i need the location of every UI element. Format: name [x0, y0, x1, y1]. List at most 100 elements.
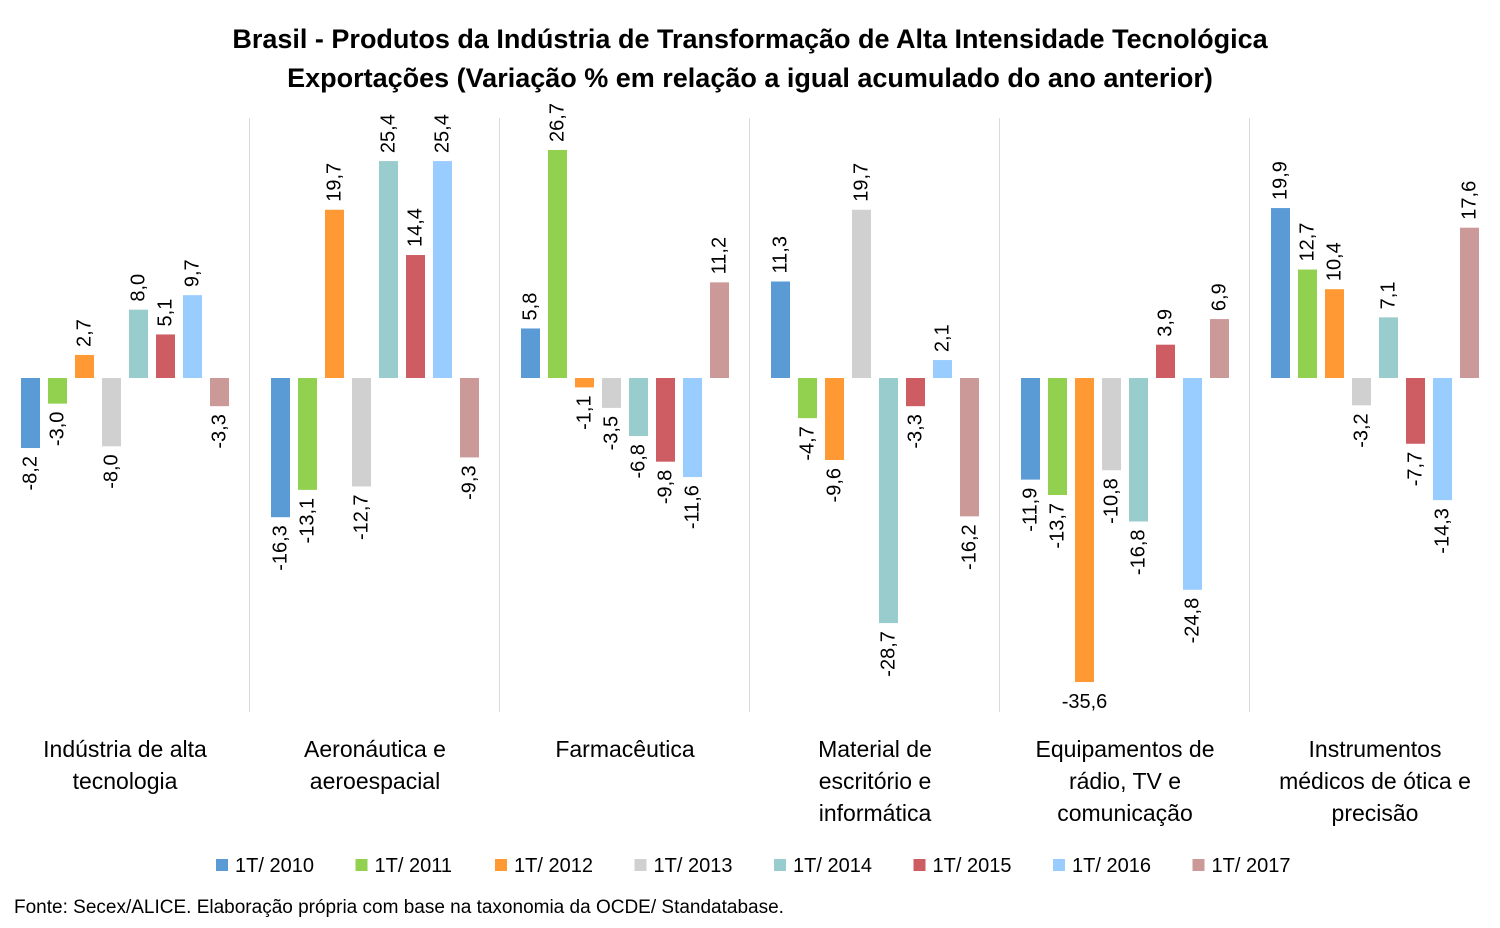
data-label: 19,7	[324, 163, 346, 202]
bar	[406, 255, 425, 378]
bar	[1352, 378, 1371, 406]
bar	[1102, 378, 1121, 471]
bar	[1433, 378, 1452, 501]
data-label: 2,7	[74, 319, 96, 347]
legend-swatch	[913, 859, 926, 871]
bar	[1183, 378, 1202, 590]
data-label: 11,2	[709, 237, 731, 274]
bar	[1271, 208, 1290, 378]
data-label: -12,7	[351, 494, 373, 540]
data-label: -11,6	[682, 485, 704, 529]
bar	[960, 378, 979, 517]
bar	[156, 334, 175, 378]
data-label: -3,2	[1351, 413, 1373, 447]
bar	[656, 378, 675, 462]
data-label: -3,5	[601, 416, 623, 450]
legend-swatch	[216, 859, 228, 871]
data-label: -3,0	[47, 412, 69, 446]
bar	[460, 378, 479, 458]
category-label: Aeronáutica e aeroespacial	[304, 736, 446, 794]
bar	[1210, 319, 1229, 378]
source-note: Fonte: Secex/ALICE. Elaboração própria c…	[14, 897, 784, 918]
bar	[48, 378, 67, 404]
category-label: Indústria de alta tecnologia	[43, 736, 207, 794]
bar	[325, 209, 344, 378]
bar	[906, 378, 925, 407]
data-label: 5,1	[155, 299, 177, 327]
legend-label: 1T/ 2011	[375, 855, 452, 877]
chart-subtitle: Exportações (Variação % em relação a igu…	[287, 63, 1213, 93]
bar	[210, 378, 229, 407]
bar	[379, 161, 398, 378]
bar	[1406, 378, 1425, 444]
data-label: -7,7	[1405, 452, 1427, 486]
data-label: -13,1	[297, 498, 319, 544]
data-label: 7,1	[1378, 282, 1400, 310]
data-label: 17,6	[1459, 181, 1481, 220]
data-label: 5,8	[520, 293, 542, 321]
bar	[548, 149, 567, 378]
bar	[933, 360, 952, 378]
data-label: -6,8	[628, 444, 650, 478]
legend-label: 1T/ 2015	[933, 855, 1012, 877]
legend-label: 1T/ 2016	[1072, 855, 1151, 877]
data-label: -28,7	[878, 631, 900, 677]
data-label: -9,6	[824, 468, 846, 502]
data-label: -13,7	[1047, 503, 1069, 549]
data-label: 8,0	[128, 274, 150, 302]
legend-label: 1T/ 2014	[793, 855, 872, 877]
data-label: -35,6	[1062, 691, 1108, 713]
bar	[1048, 378, 1067, 495]
data-label: 10,4	[1324, 242, 1346, 281]
category-separators	[249, 118, 1250, 712]
bar	[75, 354, 94, 378]
data-label: -16,2	[959, 524, 981, 570]
bar	[1075, 378, 1094, 683]
category-label: Instrumentos médicos de ótica e precisão	[1279, 736, 1471, 826]
data-label: 6,9	[1209, 283, 1231, 311]
data-label: -16,3	[270, 525, 292, 571]
data-label: -8,2	[20, 456, 42, 490]
legend-swatch	[774, 859, 786, 871]
bar	[352, 378, 371, 487]
legend-label: 1T/ 2017	[1212, 855, 1291, 877]
bar	[1460, 227, 1479, 378]
bar	[1021, 378, 1040, 480]
bars-group	[21, 149, 1479, 683]
data-label: 11,3	[770, 236, 792, 273]
legend-swatch	[634, 859, 647, 871]
bar	[271, 378, 290, 518]
bar	[183, 295, 202, 378]
bar	[710, 282, 729, 378]
data-label: -14,3	[1432, 508, 1454, 554]
data-label: 12,7	[1297, 223, 1319, 262]
bar	[1379, 317, 1398, 378]
data-label: 19,9	[1270, 161, 1292, 200]
category-labels-group: Indústria de alta tecnologia Aeronáutica e…	[43, 736, 1471, 826]
data-label: 2,1	[932, 324, 954, 352]
bar	[575, 378, 594, 388]
legend: 1T/ 2010 1T/ 2011 1T/ 2012 1T/ 2013 1T/ 2014…	[216, 855, 1290, 877]
legend-swatch	[495, 859, 507, 871]
bar	[1129, 378, 1148, 522]
data-label: -16,8	[1128, 529, 1150, 575]
bar	[798, 378, 817, 419]
data-label: -1,1	[574, 395, 596, 429]
bar	[771, 281, 790, 378]
bar	[129, 309, 148, 378]
data-label: -4,7	[797, 426, 819, 460]
bar	[683, 378, 702, 478]
data-label: -3,3	[905, 414, 927, 448]
bar	[825, 378, 844, 460]
category-label: Equipamentos de rádio, TV e comunicação	[1035, 736, 1214, 826]
data-label: 25,4	[378, 114, 400, 153]
category-label: Farmacêutica	[555, 736, 695, 762]
data-label: -9,8	[655, 470, 677, 504]
data-label: 9,7	[182, 259, 204, 287]
bar	[521, 328, 540, 378]
bar	[1156, 344, 1175, 378]
legend-label: 1T/ 2012	[514, 855, 593, 877]
data-label: -9,3	[459, 465, 481, 499]
legend-swatch	[1192, 859, 1205, 871]
